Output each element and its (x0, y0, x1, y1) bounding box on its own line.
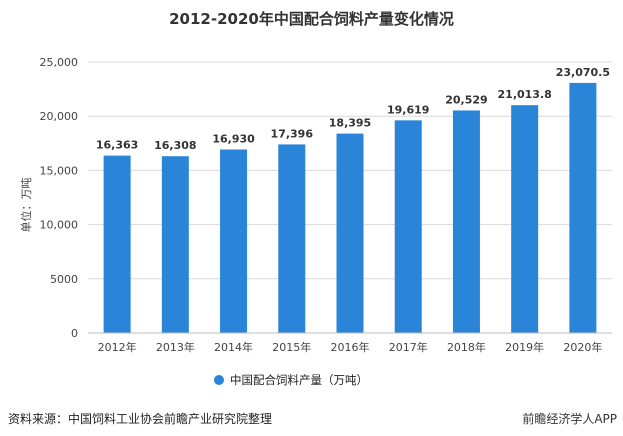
x-tick-label: 2016年 (331, 340, 370, 354)
bar (103, 155, 131, 333)
bar (278, 144, 306, 333)
brand-label: 前瞻经济学人APP (522, 412, 617, 426)
bar (394, 120, 422, 333)
bar-value-label: 23,070.5 (556, 66, 610, 79)
x-tick-label: 2014年 (214, 340, 253, 354)
bar (161, 156, 189, 333)
legend: 中国配合饲料产量（万吨） (214, 373, 368, 387)
y-tick-label: 15,000 (40, 164, 79, 177)
bar-value-labels: 16,363 16,308 16,930 17,396 18,395 19,619 20,5… (96, 66, 610, 152)
bars (103, 82, 597, 334)
y-tick-label: 5000 (50, 273, 78, 286)
y-tick-label: 0 (71, 327, 78, 340)
x-tick-label: 2013年 (156, 340, 195, 354)
x-tick-label: 2015年 (272, 340, 311, 354)
x-tick-label: 2018年 (447, 340, 486, 354)
x-tick-label: 2017年 (389, 340, 428, 354)
bar-value-label: 16,308 (154, 139, 196, 152)
bar (452, 110, 480, 333)
bar-value-label: 16,930 (212, 132, 255, 145)
x-tick-label: 2020年 (563, 340, 602, 354)
bar (569, 82, 597, 334)
bar-value-label: 19,619 (387, 103, 429, 116)
bar-value-label: 17,396 (271, 127, 314, 140)
bar-value-label: 21,013.8 (498, 88, 552, 101)
y-tick-label: 20,000 (40, 110, 79, 123)
bar-value-label: 18,395 (329, 117, 371, 130)
y-tick-label: 25,000 (40, 56, 79, 69)
x-tick-label: 2012年 (98, 340, 137, 354)
x-tick-label: 2019年 (505, 340, 544, 354)
chart-title: 2012-2020年中国配合饲料产量变化情况 (169, 10, 454, 28)
bar-value-label: 20,529 (445, 93, 487, 106)
legend-label: 中国配合饲料产量（万吨） (230, 373, 368, 387)
bar (220, 149, 248, 333)
y-axis-label: 单位：万吨 (19, 178, 33, 233)
y-axis-ticks: 0 5000 10,000 15,000 20,000 25,000 (40, 56, 79, 340)
bar-value-label: 16,363 (96, 139, 138, 152)
y-tick-label: 10,000 (40, 219, 79, 232)
source-note: 资料来源：中国饲料工业协会前瞻产业研究院整理 (8, 412, 273, 426)
bar (336, 133, 364, 333)
x-axis-ticks: 2012年 2013年 2014年 2015年 2016年 2017年 2018年 2019年… (98, 340, 603, 354)
legend-marker (214, 375, 224, 385)
bar (511, 105, 539, 333)
